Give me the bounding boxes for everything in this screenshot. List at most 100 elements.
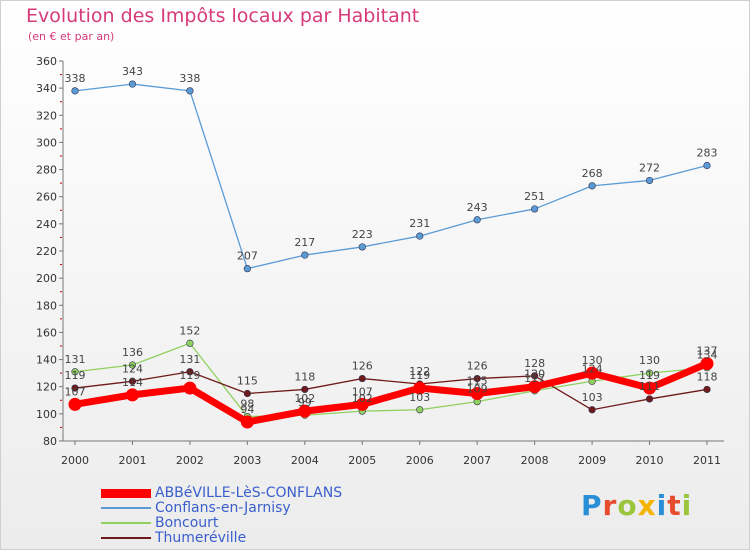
logo-letter: i — [681, 489, 693, 522]
series-point-1 — [243, 265, 251, 273]
chart-subtitle: (en € et par an) — [28, 30, 115, 43]
series-point-2 — [71, 368, 79, 376]
data-label-2: 102 — [352, 392, 373, 405]
series-point-1 — [128, 80, 137, 88]
series-point-0 — [585, 366, 599, 380]
data-label-0: 107 — [65, 385, 86, 398]
data-label-0: 130 — [582, 354, 603, 367]
data-label-3: 128 — [524, 357, 545, 370]
data-label-1: 268 — [582, 167, 603, 180]
y-tick-label: 100 — [36, 408, 57, 421]
logo-letter: P — [581, 489, 603, 522]
series-point-3 — [301, 385, 309, 394]
y-tick-label: 180 — [36, 299, 57, 312]
series-point-3 — [243, 389, 251, 398]
series-layer — [68, 80, 714, 429]
series-point-1 — [416, 232, 424, 240]
series-line-3 — [74, 371, 708, 411]
data-label-1: 283 — [697, 147, 718, 160]
data-label-0: 115 — [467, 375, 488, 388]
y-tick-label: 140 — [36, 354, 57, 367]
x-tick-label: 2009 — [578, 454, 606, 467]
data-label-1: 251 — [524, 190, 545, 203]
series-point-3 — [645, 395, 654, 403]
y-tick-label: 340 — [36, 82, 57, 95]
series-point-1 — [588, 182, 596, 190]
y-tick-label: 300 — [36, 136, 57, 149]
series-line-0 — [71, 360, 711, 426]
series-point-0 — [700, 357, 714, 371]
data-label-2: 117 — [524, 372, 545, 385]
x-tick-label: 2011 — [693, 454, 721, 467]
logo-letter: t — [667, 489, 682, 522]
series-point-3 — [71, 384, 79, 392]
data-label-2: 130 — [639, 354, 660, 367]
series-point-0 — [355, 397, 369, 411]
data-label-0: 119 — [409, 369, 430, 382]
y-tick-label: 200 — [36, 272, 57, 285]
data-label-1: 207 — [237, 250, 258, 263]
series-point-3 — [531, 372, 539, 380]
legend-swatch-thumereville — [101, 537, 151, 539]
series-point-2 — [128, 361, 137, 369]
series-point-2 — [645, 369, 654, 377]
logo-letter: o — [617, 489, 638, 522]
series-point-0 — [528, 380, 542, 394]
y-tick-label: 260 — [36, 191, 57, 204]
data-label-2: 98 — [240, 398, 254, 411]
series-point-1 — [186, 87, 194, 95]
legend-label-conflans: Conflans-en-Jarnisy — [155, 500, 291, 516]
data-label-3: 122 — [409, 365, 430, 378]
data-label-2: 124 — [582, 362, 603, 375]
y-tick-label: 160 — [36, 326, 57, 339]
data-label-3: 126 — [467, 360, 488, 373]
data-label-2: 109 — [467, 383, 488, 396]
y-tick-label: 280 — [36, 164, 57, 177]
x-tick-label: 2006 — [406, 454, 434, 467]
data-label-0: 119 — [179, 369, 200, 382]
series-point-3 — [473, 374, 481, 383]
x-tick-label: 2001 — [118, 454, 146, 467]
legend-label-boncourt: Boncourt — [155, 515, 219, 531]
series-point-0 — [643, 381, 657, 395]
series-point-2 — [416, 406, 424, 414]
x-tick-label: 2004 — [291, 454, 319, 467]
series-point-0 — [68, 397, 82, 411]
series-point-0 — [298, 404, 312, 418]
data-labels: 338 343 338 207 217 223 231 243 251 268 272 283 131 1… — [65, 65, 718, 416]
data-label-3: 118 — [697, 370, 718, 383]
series-point-3 — [703, 385, 711, 394]
logo-letter: x — [637, 489, 657, 522]
series-point-3 — [128, 377, 137, 385]
series-point-1 — [358, 243, 366, 251]
x-tick-label: 2007 — [463, 454, 491, 467]
data-label-1: 223 — [352, 228, 373, 241]
y-tick-label: 320 — [36, 109, 57, 122]
series-point-3 — [186, 368, 194, 376]
data-label-1: 272 — [639, 161, 660, 174]
x-tick-label: 2003 — [233, 454, 261, 467]
data-label-1: 343 — [122, 65, 143, 78]
data-label-3: 103 — [582, 391, 603, 404]
legend-swatch-abbeville — [101, 489, 151, 498]
series-point-1 — [71, 87, 79, 95]
y-tick-label: 240 — [36, 218, 57, 231]
data-label-1: 231 — [409, 217, 430, 230]
data-label-2: 131 — [65, 353, 86, 366]
y-tick-label: 120 — [36, 381, 57, 394]
data-label-0: 120 — [524, 368, 545, 381]
data-label-3: 111 — [639, 380, 660, 393]
data-label-0: 114 — [122, 376, 143, 389]
series-point-1 — [301, 251, 309, 259]
series-point-0 — [240, 415, 254, 429]
proxiti-logo: Proxiti — [581, 489, 692, 522]
data-label-2: 152 — [179, 324, 200, 337]
data-label-1: 338 — [65, 72, 86, 85]
data-label-2: 99 — [298, 396, 312, 409]
data-label-3: 124 — [122, 362, 143, 375]
data-label-1: 338 — [179, 72, 200, 85]
data-label-1: 243 — [467, 201, 488, 214]
data-label-2: 136 — [122, 346, 143, 359]
data-label-2: 103 — [409, 391, 430, 404]
